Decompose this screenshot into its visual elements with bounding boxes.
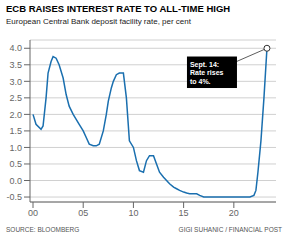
svg-text:-0.5: -0.5 [8, 192, 22, 202]
html-text:SOURCE: BLOOMBERG: SOURCE: BLOOMBERG [6, 226, 80, 233]
svg-text:3.0: 3.0 [9, 77, 22, 87]
svg-text:Sept. 14:Rate risesto 4%.: Sept. 14:Rate risesto 4%. [190, 61, 224, 85]
html-text:ECB RAISES INTEREST RATE TO AL: ECB RAISES INTEREST RATE TO ALL-TIME HIG… [6, 3, 231, 14]
svg-text:0.5: 0.5 [9, 159, 22, 169]
svg-text:0.0: 0.0 [9, 176, 22, 186]
svg-text:00: 00 [28, 208, 38, 218]
html-text:GIGI SUHANIC / FINANCIAL POST: GIGI SUHANIC / FINANCIAL POST [178, 226, 282, 233]
svg-text:05: 05 [78, 208, 88, 218]
svg-text:4.0: 4.0 [9, 43, 22, 53]
svg-text:1.5: 1.5 [9, 126, 22, 136]
svg-text:1.0: 1.0 [9, 143, 22, 153]
svg-text:2.0: 2.0 [9, 110, 22, 120]
svg-text:3.5: 3.5 [9, 60, 22, 70]
svg-text:10: 10 [128, 208, 138, 218]
html-text:European Central Bank deposit: European Central Bank deposit facility r… [6, 17, 191, 26]
svg-text:2.5: 2.5 [9, 93, 22, 103]
svg-text:15: 15 [179, 208, 189, 218]
svg-text:20: 20 [229, 208, 239, 218]
